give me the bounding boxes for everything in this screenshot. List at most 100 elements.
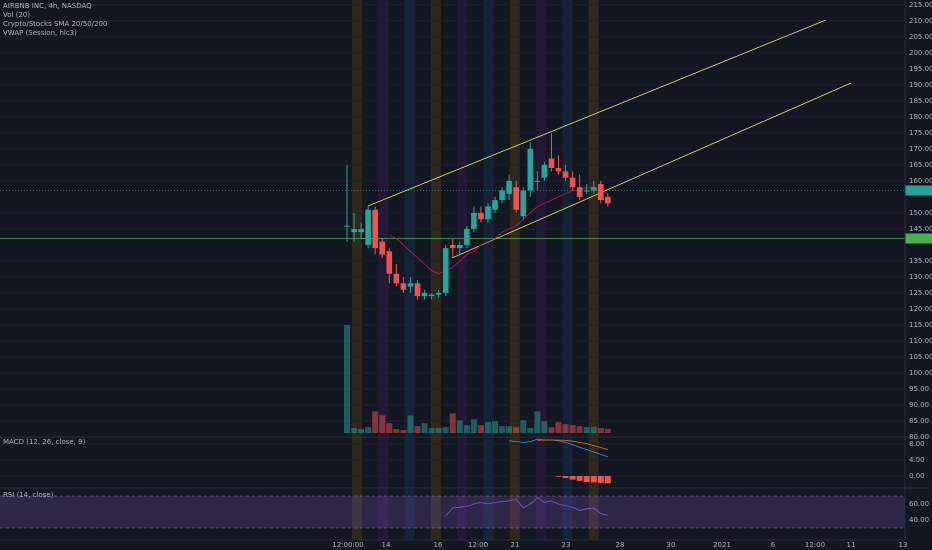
macd-tick-label: 8.00 — [909, 440, 925, 448]
candle-body — [449, 244, 456, 249]
x-tick-label: 23 — [562, 541, 571, 549]
candle-body — [478, 212, 484, 220]
x-tick-label: 12:00 — [805, 541, 825, 549]
macd-histogram — [583, 476, 590, 482]
y-tick-label: 85.00 — [909, 417, 929, 425]
candle-body — [548, 158, 555, 169]
macd-histogram — [555, 476, 562, 477]
y-tick-label: 135.00 — [909, 257, 932, 265]
x-tick-label: 6 — [771, 541, 776, 549]
candle-body — [576, 187, 583, 197]
volume-bar — [569, 425, 576, 433]
x-tick-label: 14 — [382, 541, 391, 549]
macd-histogram — [597, 476, 604, 483]
candle-body — [569, 177, 576, 188]
y-tick-label: 175.00 — [909, 129, 932, 137]
legend-vwap: VWAP (Session, hlc3) — [3, 29, 77, 37]
price-level-box — [905, 233, 932, 244]
candle-body — [372, 209, 378, 249]
candle-body — [499, 190, 505, 201]
channel-line — [451, 82, 852, 259]
macd-histogram — [576, 476, 583, 481]
x-tick-label: 11 — [847, 541, 856, 549]
candle-body — [393, 273, 400, 284]
volume-bar — [386, 423, 393, 433]
candle-body — [555, 168, 562, 172]
candle-body — [541, 164, 548, 178]
rsi-tick-label: 60.00 — [909, 500, 929, 508]
macd-histogram — [569, 476, 576, 480]
y-tick-label: 170.00 — [909, 145, 932, 153]
candle-body — [534, 180, 541, 182]
volume-bar — [492, 421, 499, 433]
volume-bar — [590, 427, 597, 433]
x-tick-label: 16 — [434, 541, 443, 549]
candle-body — [351, 228, 357, 233]
legend-symbol: AIRBNB INC, 4h, NASDAQ — [3, 2, 92, 10]
legend-vol: Vol (20) — [3, 11, 30, 19]
candle-body — [562, 171, 569, 178]
sma-line — [389, 186, 609, 275]
macd-title: MACD (12, 26, close, 9) — [3, 438, 86, 446]
volume-bar — [407, 415, 414, 433]
candle-body — [457, 244, 463, 249]
x-tick-label: 21 — [511, 541, 520, 549]
candle-body — [400, 283, 407, 290]
y-tick-label: 115.00 — [909, 321, 932, 329]
y-tick-label: 90.00 — [909, 401, 929, 409]
candle-body — [358, 228, 364, 233]
session-stripe — [588, 0, 599, 540]
candle-body — [520, 190, 527, 217]
legend-sma: Crypto/Stocks SMA 20/50/200 — [3, 20, 107, 28]
volume-bar — [358, 429, 365, 433]
y-tick-label: 120.00 — [909, 305, 932, 313]
volume-bar — [428, 428, 435, 433]
candle-body — [590, 187, 597, 191]
candle-body — [605, 196, 611, 204]
volume-bar — [477, 425, 484, 433]
y-tick-label: 165.00 — [909, 161, 932, 169]
y-tick-label: 195.00 — [909, 65, 932, 73]
candle-body — [365, 209, 371, 245]
y-tick-label: 105.00 — [909, 353, 932, 361]
volume-bar — [506, 426, 513, 433]
session-stripe — [509, 0, 520, 540]
macd-line — [509, 438, 608, 458]
session-stripe — [378, 0, 389, 540]
y-tick-label: 150.00 — [909, 209, 932, 217]
macd-histogram — [562, 476, 569, 478]
y-tick-label: 210.00 — [909, 17, 932, 25]
rsi-tick-label: 40.00 — [909, 516, 929, 524]
volume-bar — [414, 426, 421, 433]
candle-body — [407, 283, 414, 287]
volume-bar — [541, 421, 548, 433]
y-tick-label: 190.00 — [909, 81, 932, 89]
session-stripe — [562, 0, 573, 540]
volume-bar — [527, 428, 534, 433]
x-tick-label: 28 — [616, 541, 625, 549]
volume-bar — [344, 325, 350, 433]
session-stripe — [430, 0, 441, 540]
x-tick-label: 12:00 — [468, 541, 488, 549]
volume-bar — [393, 429, 400, 433]
volume-bar — [604, 429, 611, 433]
volume-bar — [435, 428, 442, 433]
macd-tick-label: 4.00 — [909, 456, 925, 464]
volume-bar — [548, 427, 555, 433]
candle-body — [471, 212, 477, 229]
volume-bar — [562, 424, 569, 433]
macd-tick-label: 0.00 — [909, 472, 925, 480]
candle-body — [379, 241, 386, 255]
volume-bar — [597, 428, 604, 433]
volume-bar — [463, 425, 470, 433]
candle-body — [583, 190, 590, 192]
session-stripe — [457, 0, 468, 540]
y-tick-label: 80.00 — [909, 433, 929, 441]
candle-body — [513, 187, 519, 210]
volume-bar — [485, 422, 491, 433]
rsi-title: RSI (14, close) — [3, 491, 54, 499]
y-tick-label: 110.00 — [909, 337, 932, 345]
session-stripe — [404, 0, 415, 540]
